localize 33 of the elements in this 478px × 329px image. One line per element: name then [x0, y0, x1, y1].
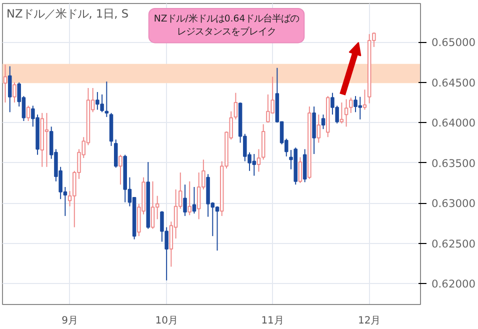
- candlestick: [3, 64, 8, 103]
- candlestick: [44, 112, 49, 168]
- y-tick-label: 0.64000: [432, 116, 476, 130]
- candlestick: [118, 154, 122, 186]
- y-tick-label: 0.63000: [432, 197, 476, 210]
- candlestick: [188, 180, 192, 216]
- candlestick: [316, 114, 321, 144]
- candlestick: [298, 156, 302, 184]
- x-tick-label: 12月: [358, 316, 381, 326]
- candlestick: [114, 139, 118, 168]
- y-tick-label: 0.64500: [432, 76, 476, 90]
- candlestick: [12, 82, 16, 103]
- y-tick-label: 0.62000: [432, 278, 476, 291]
- candlestick: [256, 148, 261, 172]
- candlestick: [183, 184, 187, 216]
- chart-title: NZドル／米ドル, 1日, S: [6, 6, 129, 20]
- x-tick-label: 10月: [155, 316, 178, 326]
- candlestick: [8, 66, 12, 113]
- y-tick-label: 0.65000: [432, 36, 476, 50]
- annotation: NZドル/米ドルは0.64ドル台半ばのレジスタンスをブレイク: [154, 14, 300, 38]
- candlestick: [104, 81, 109, 118]
- x-tick-label: 9月: [62, 316, 78, 326]
- candlestick: [192, 186, 196, 214]
- candlestick: [362, 89, 367, 110]
- candlestick: [26, 105, 30, 122]
- y-tick-label: 0.63500: [432, 156, 476, 170]
- x-tick-label: 11月: [261, 316, 284, 326]
- candlestick: [340, 102, 344, 124]
- y-tick-label: 0.62500: [432, 237, 476, 250]
- candlestick: [150, 180, 155, 230]
- candlestick: [321, 114, 326, 130]
- candlestick: [234, 92, 238, 120]
- candlestick: [215, 206, 220, 252]
